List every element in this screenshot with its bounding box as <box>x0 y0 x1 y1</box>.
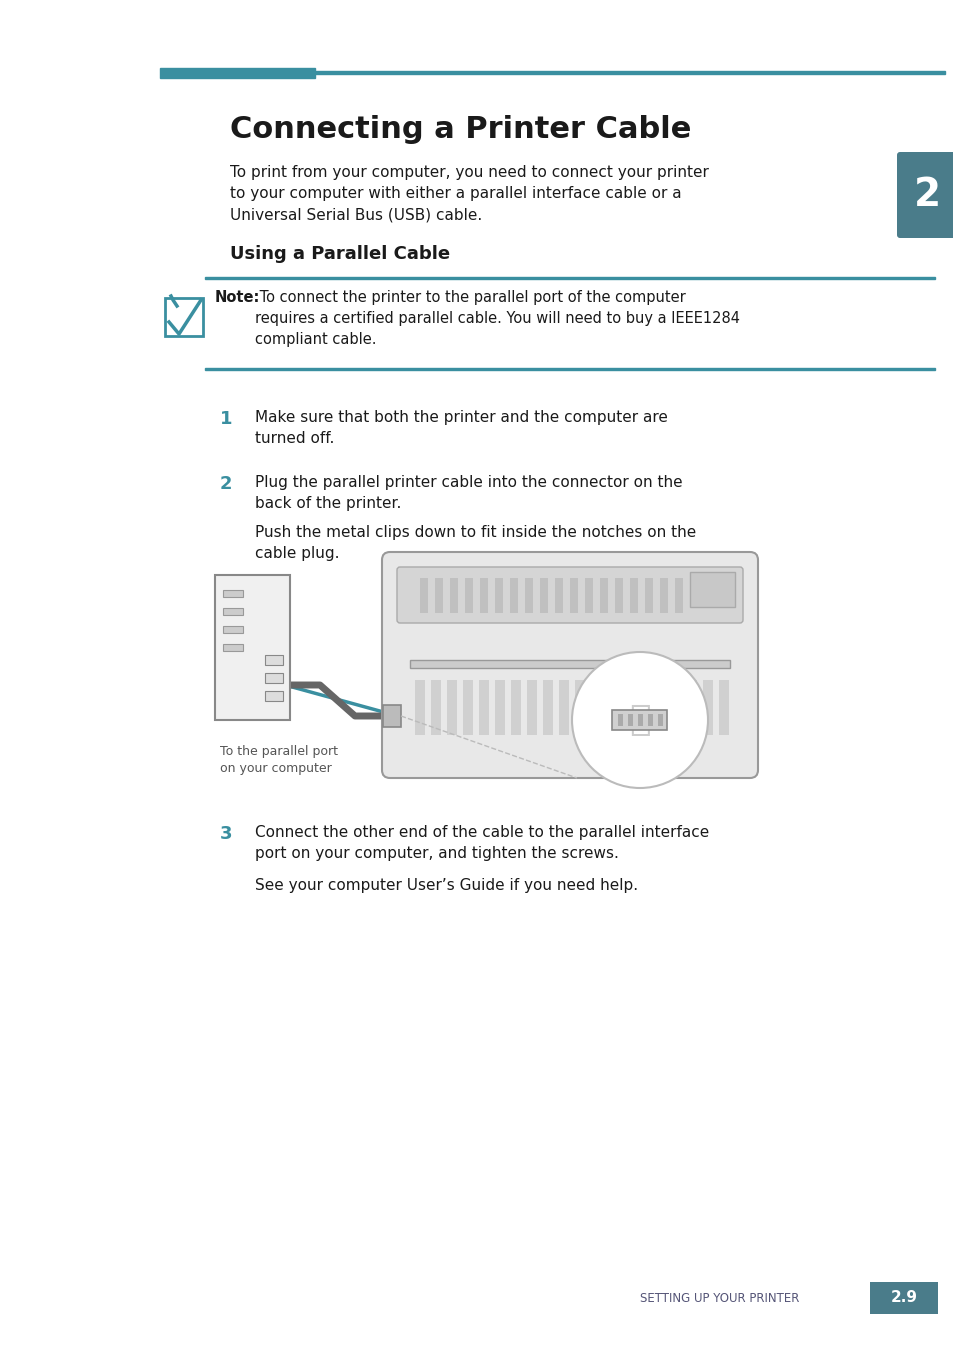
Bar <box>627 713 633 725</box>
Bar <box>869 1281 937 1314</box>
Bar <box>511 680 520 735</box>
Bar <box>223 626 243 633</box>
Bar <box>606 680 617 735</box>
FancyBboxPatch shape <box>381 552 758 778</box>
Text: 1: 1 <box>220 411 233 428</box>
Bar <box>415 680 424 735</box>
Bar <box>495 680 504 735</box>
Bar <box>314 71 944 74</box>
Text: Note:: Note: <box>214 289 260 306</box>
Bar <box>558 680 568 735</box>
Bar <box>555 577 562 612</box>
Bar <box>265 656 283 665</box>
Text: See your computer User’s Guide if you need help.: See your computer User’s Guide if you ne… <box>254 878 638 892</box>
Bar <box>478 680 489 735</box>
Bar <box>382 705 400 727</box>
Bar <box>655 680 664 735</box>
FancyBboxPatch shape <box>896 152 953 238</box>
Bar <box>410 660 729 668</box>
Bar <box>644 577 652 612</box>
Text: Plug the parallel printer cable into the connector on the
back of the printer.: Plug the parallel printer cable into the… <box>254 475 682 511</box>
Bar <box>435 577 442 612</box>
Text: ✋: ✋ <box>629 703 650 738</box>
Bar <box>702 680 712 735</box>
Text: To the parallel port
on your computer: To the parallel port on your computer <box>220 744 337 775</box>
Bar <box>265 690 283 701</box>
Text: Using a Parallel Cable: Using a Parallel Cable <box>230 245 450 262</box>
Circle shape <box>572 651 707 787</box>
Bar <box>675 577 682 612</box>
Bar <box>618 713 622 725</box>
Bar <box>524 577 533 612</box>
Bar <box>629 577 638 612</box>
Bar <box>638 713 642 725</box>
Text: 2: 2 <box>220 475 233 493</box>
Bar <box>569 577 578 612</box>
Bar <box>450 577 457 612</box>
Bar <box>590 680 600 735</box>
Text: Connecting a Printer Cable: Connecting a Printer Cable <box>230 114 691 144</box>
Bar <box>526 680 537 735</box>
Bar <box>223 608 243 615</box>
Text: To print from your computer, you need to connect your printer
to your computer w: To print from your computer, you need to… <box>230 166 708 222</box>
Bar <box>542 680 553 735</box>
Text: Connect the other end of the cable to the parallel interface
port on your comput: Connect the other end of the cable to th… <box>254 825 708 861</box>
Bar <box>686 680 697 735</box>
Bar <box>495 577 502 612</box>
Bar <box>689 572 734 607</box>
Bar <box>214 575 290 720</box>
Bar <box>447 680 456 735</box>
Text: SETTING UP YOUR PRINTER: SETTING UP YOUR PRINTER <box>639 1292 799 1304</box>
Text: 2.9: 2.9 <box>889 1291 917 1306</box>
Text: Make sure that both the printer and the computer are
turned off.: Make sure that both the printer and the … <box>254 411 667 446</box>
Bar <box>719 680 728 735</box>
Bar <box>639 680 648 735</box>
Text: 3: 3 <box>220 825 233 843</box>
Text: To connect the printer to the parallel port of the computer
requires a certified: To connect the printer to the parallel p… <box>254 289 740 347</box>
Bar <box>658 713 662 725</box>
Bar <box>670 680 680 735</box>
Bar <box>205 277 934 279</box>
Bar <box>265 673 283 682</box>
Bar <box>612 709 666 730</box>
Bar <box>615 577 622 612</box>
FancyBboxPatch shape <box>396 567 742 623</box>
Bar <box>462 680 473 735</box>
Bar <box>539 577 547 612</box>
Bar <box>479 577 488 612</box>
Bar <box>647 713 652 725</box>
Text: 2: 2 <box>912 176 940 214</box>
Bar <box>584 577 593 612</box>
Bar <box>160 69 314 78</box>
Bar <box>464 577 473 612</box>
Bar <box>165 297 203 336</box>
Bar <box>431 680 440 735</box>
Bar <box>659 577 667 612</box>
Text: Push the metal clips down to fit inside the notches on the
cable plug.: Push the metal clips down to fit inside … <box>254 525 696 561</box>
Bar <box>575 680 584 735</box>
Bar <box>223 643 243 651</box>
Bar <box>205 367 934 370</box>
Bar <box>223 590 243 598</box>
Bar <box>599 577 607 612</box>
Bar <box>419 577 428 612</box>
Bar <box>622 680 633 735</box>
Bar <box>510 577 517 612</box>
